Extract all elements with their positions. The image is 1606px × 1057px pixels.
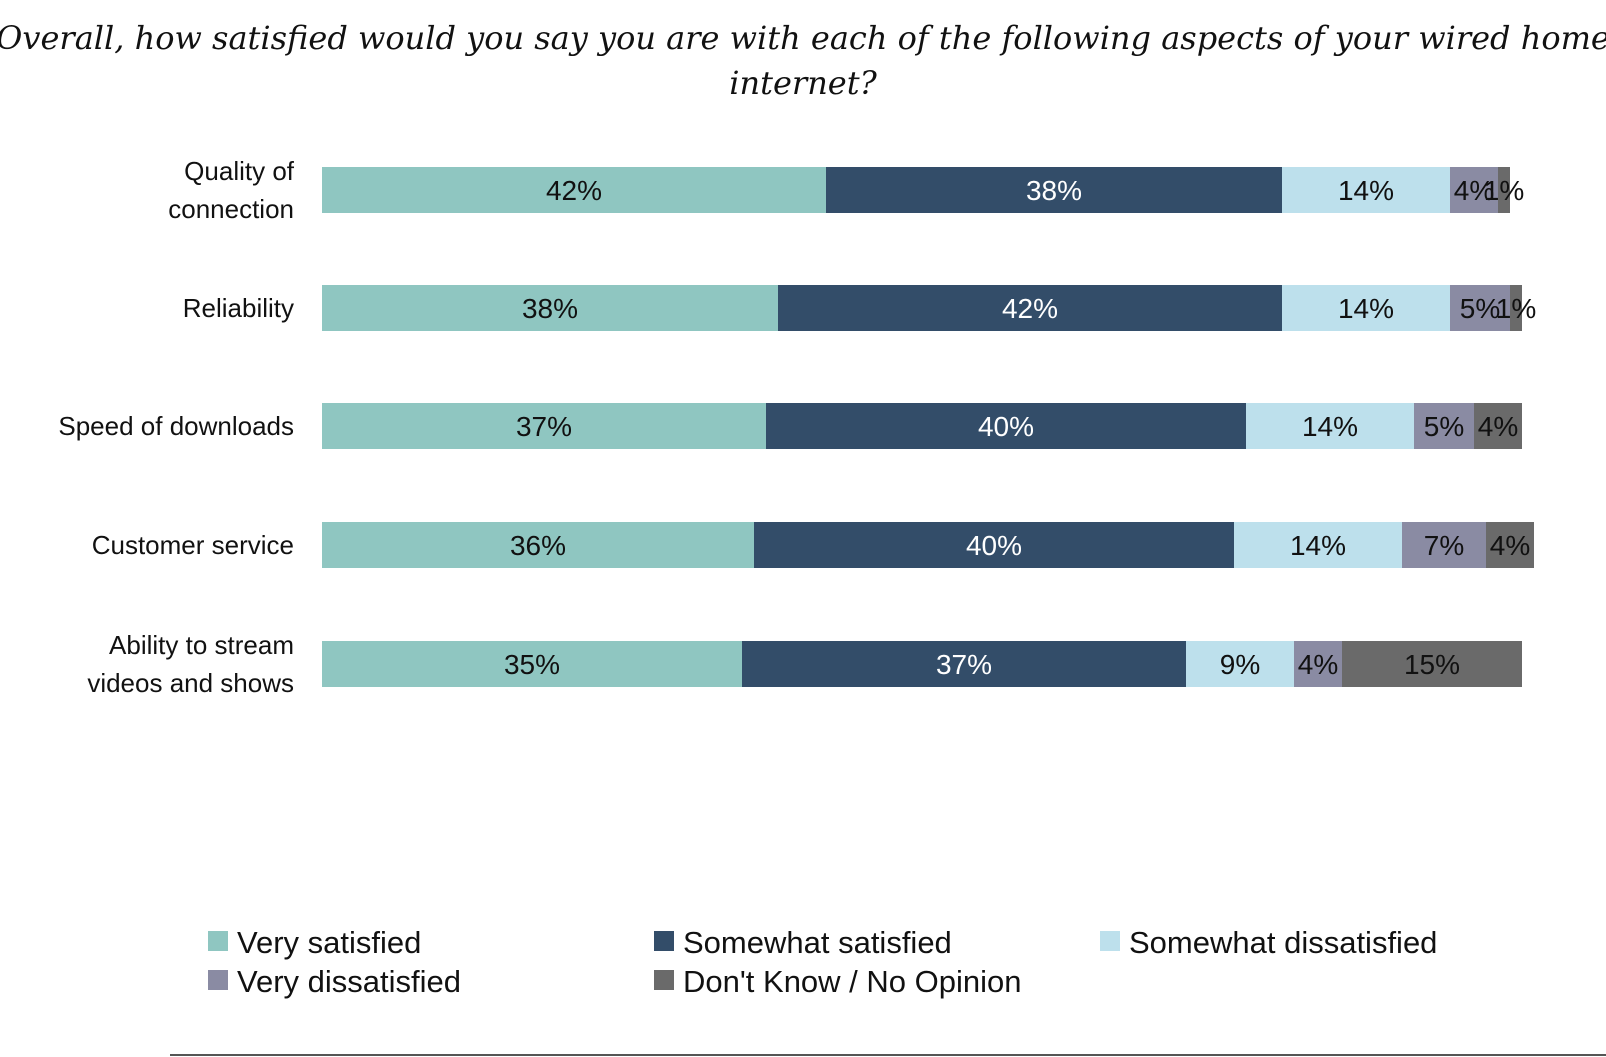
data-label-speed-of-downloads-somewhat-satisfied: 40% (978, 411, 1034, 442)
category-label-reliability: Reliability (183, 293, 294, 323)
legend: Very satisfied Somewhat satisfied Somewhat… (208, 925, 1437, 999)
data-label-reliability-somewhat-satisfied: 42% (1002, 293, 1058, 324)
legend-swatch-somewhat-satisfied (654, 931, 674, 951)
chart-title-line-2: internet? (729, 64, 877, 102)
legend-label-very-dissatisfied: Very dissatisfied (237, 964, 461, 999)
category-label-ability-to-stream-videos-and-shows-line-1: Ability to stream (109, 630, 294, 660)
data-label-ability-to-stream-videos-and-shows-very-dissatisfied: 4% (1298, 649, 1338, 680)
legend-label-very-satisfied: Very satisfied (237, 925, 421, 960)
data-label-customer-service-somewhat-satisfied: 40% (966, 530, 1022, 561)
legend-item-very-dissatisfied: Very dissatisfied (208, 964, 461, 999)
legend-item-somewhat-satisfied: Somewhat satisfied (654, 925, 952, 960)
data-label-ability-to-stream-videos-and-shows-somewhat-satisfied: 37% (936, 649, 992, 680)
bar-reliability-somewhat-satisfied (778, 285, 1282, 331)
data-label-quality-of-connection-don-t-know-no-opinion: 1% (1484, 175, 1524, 206)
bar-reliability-very-dissatisfied (1450, 285, 1510, 331)
data-label-ability-to-stream-videos-and-shows-somewhat-dissatisfied: 9% (1220, 649, 1260, 680)
category-labels: Quality of connection Reliability Speed of … (58, 156, 294, 698)
data-label-speed-of-downloads-don-t-know-no-opinion: 4% (1478, 411, 1518, 442)
data-label-quality-of-connection-somewhat-dissatisfied: 14% (1338, 175, 1394, 206)
data-labels: 42% 38% 14% 4%1%38% 42% 14% 5%1%37% 40% 14% 5% 4%3… (504, 175, 1536, 680)
bar-ability-to-stream-videos-and-shows-don-t-know-no-opinion (1342, 641, 1522, 687)
data-label-speed-of-downloads-somewhat-dissatisfied: 14% (1302, 411, 1358, 442)
data-label-quality-of-connection-very-satisfied: 42% (546, 175, 602, 206)
bars (322, 167, 1534, 687)
chart-title: Overall, how satisfied would you say you… (0, 19, 1606, 102)
data-label-customer-service-very-dissatisfied: 7% (1424, 530, 1464, 561)
data-label-customer-service-very-satisfied: 36% (510, 530, 566, 561)
bar-reliability-somewhat-dissatisfied (1282, 285, 1450, 331)
data-label-reliability-don-t-know-no-opinion: 1% (1496, 293, 1536, 324)
chart-title-line-1: Overall, how satisfied would you say you… (0, 19, 1606, 57)
data-label-reliability-very-dissatisfied: 5% (1460, 293, 1500, 324)
data-label-quality-of-connection-somewhat-satisfied: 38% (1026, 175, 1082, 206)
data-label-customer-service-don-t-know-no-opinion: 4% (1490, 530, 1530, 561)
legend-label-don-t-know-no-opinion: Don't Know / No Opinion (683, 964, 1022, 999)
category-label-customer-service: Customer service (92, 530, 294, 560)
bar-speed-of-downloads-very-dissatisfied (1414, 403, 1474, 449)
legend-swatch-don-t-know-no-opinion (654, 970, 674, 990)
data-label-ability-to-stream-videos-and-shows-very-satisfied: 35% (504, 649, 560, 680)
bar-ability-to-stream-videos-and-shows-very-satisfied (322, 641, 742, 687)
bar-reliability-don-t-know-no-opinion (1510, 285, 1522, 331)
bar-speed-of-downloads-don-t-know-no-opinion (1474, 403, 1522, 449)
bar-speed-of-downloads-very-satisfied (322, 403, 766, 449)
bar-quality-of-connection-don-t-know-no-opinion (1498, 167, 1510, 213)
legend-item-don-t-know-no-opinion: Don't Know / No Opinion (654, 964, 1022, 999)
bar-speed-of-downloads-somewhat-dissatisfied (1246, 403, 1414, 449)
legend-label-somewhat-satisfied: Somewhat satisfied (683, 925, 952, 960)
bar-customer-service-very-satisfied (322, 522, 754, 568)
bar-customer-service-somewhat-dissatisfied (1234, 522, 1402, 568)
data-label-speed-of-downloads-very-satisfied: 37% (516, 411, 572, 442)
data-label-speed-of-downloads-very-dissatisfied: 5% (1424, 411, 1464, 442)
bar-customer-service-very-dissatisfied (1402, 522, 1486, 568)
legend-label-somewhat-dissatisfied: Somewhat dissatisfied (1129, 925, 1437, 960)
bar-ability-to-stream-videos-and-shows-somewhat-dissatisfied (1186, 641, 1294, 687)
legend-item-somewhat-dissatisfied: Somewhat dissatisfied (1100, 925, 1437, 960)
data-label-reliability-very-satisfied: 38% (522, 293, 578, 324)
bar-speed-of-downloads-somewhat-satisfied (766, 403, 1246, 449)
category-label-quality-of-connection-line-2: connection (168, 194, 294, 224)
legend-item-very-satisfied: Very satisfied (208, 925, 421, 960)
data-label-customer-service-somewhat-dissatisfied: 14% (1290, 530, 1346, 561)
bar-customer-service-somewhat-satisfied (754, 522, 1234, 568)
data-label-quality-of-connection-very-dissatisfied: 4% (1454, 175, 1494, 206)
bar-reliability-very-satisfied (322, 285, 778, 331)
legend-swatch-very-dissatisfied (208, 970, 228, 990)
category-label-ability-to-stream-videos-and-shows-line-2: videos and shows (87, 668, 294, 698)
legend-swatch-very-satisfied (208, 931, 228, 951)
bar-quality-of-connection-very-satisfied (322, 167, 826, 213)
bar-quality-of-connection-very-dissatisfied (1450, 167, 1498, 213)
legend-swatch-somewhat-dissatisfied (1100, 931, 1120, 951)
data-label-ability-to-stream-videos-and-shows-don-t-know-no-opinion: 15% (1404, 649, 1460, 680)
category-label-speed-of-downloads: Speed of downloads (58, 411, 294, 441)
category-label-quality-of-connection-line-1: Quality of (184, 156, 295, 186)
bar-customer-service-don-t-know-no-opinion (1486, 522, 1534, 568)
data-label-reliability-somewhat-dissatisfied: 14% (1338, 293, 1394, 324)
bar-ability-to-stream-videos-and-shows-somewhat-satisfied (742, 641, 1186, 687)
bar-quality-of-connection-somewhat-satisfied (826, 167, 1282, 213)
bar-quality-of-connection-somewhat-dissatisfied (1282, 167, 1450, 213)
bar-ability-to-stream-videos-and-shows-very-dissatisfied (1294, 641, 1342, 687)
